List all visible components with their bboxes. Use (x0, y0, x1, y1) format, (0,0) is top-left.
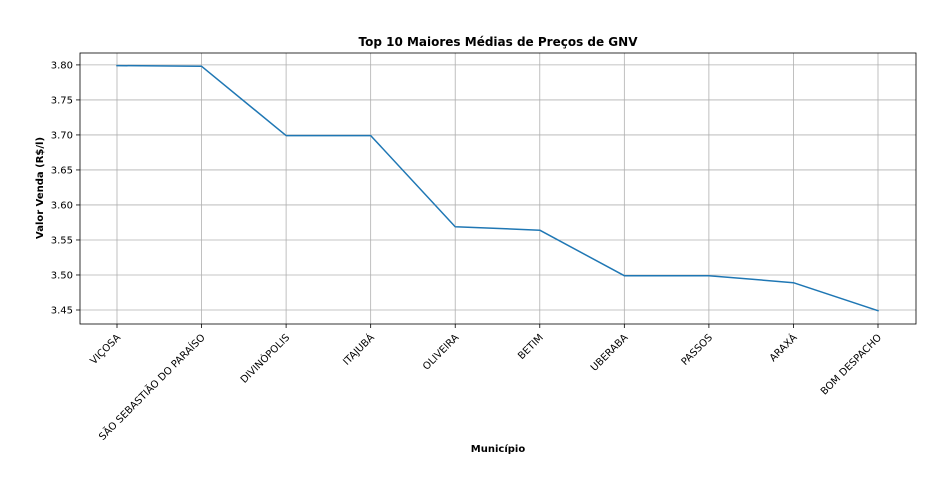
y-axis-label: Valor Venda (R$/l) (35, 137, 46, 239)
y-tick-label: 3.55 (51, 235, 73, 246)
x-tick-label: ITAJUBÁ (340, 331, 377, 368)
y-tick-label: 3.80 (51, 60, 73, 71)
x-tick-label: OLIVEIRA (421, 332, 461, 372)
y-tick-label: 3.50 (51, 270, 73, 281)
x-tick-label: PASSOS (680, 332, 715, 367)
y-tick-label: 3.60 (51, 200, 73, 211)
y-tick-label: 3.70 (51, 130, 73, 141)
x-tick-label: BETIM (516, 332, 546, 362)
y-tick-label: 3.45 (51, 305, 73, 316)
x-tick-label: VIÇOSA (88, 332, 123, 367)
grid (80, 53, 916, 324)
x-tick-label: DIVINÓPOLIS (237, 331, 292, 386)
x-axis-label: Município (471, 443, 526, 455)
y-tick-label: 3.65 (51, 165, 73, 176)
chart-title: Top 10 Maiores Médias de Preços de GNV (359, 35, 639, 49)
series-layer (116, 64, 879, 312)
series-line (116, 64, 879, 312)
x-tick-label: UBERABA (589, 332, 631, 374)
y-axis: 3.45 3.50 3.55 3.60 3.65 3.70 3.75 3.80 (51, 60, 80, 316)
x-tick-label: ARAXÁ (766, 331, 799, 364)
plot-frame (79, 52, 917, 325)
y-tick-label: 3.75 (51, 95, 73, 106)
x-tick-label: BOM DESPACHO (819, 332, 884, 397)
